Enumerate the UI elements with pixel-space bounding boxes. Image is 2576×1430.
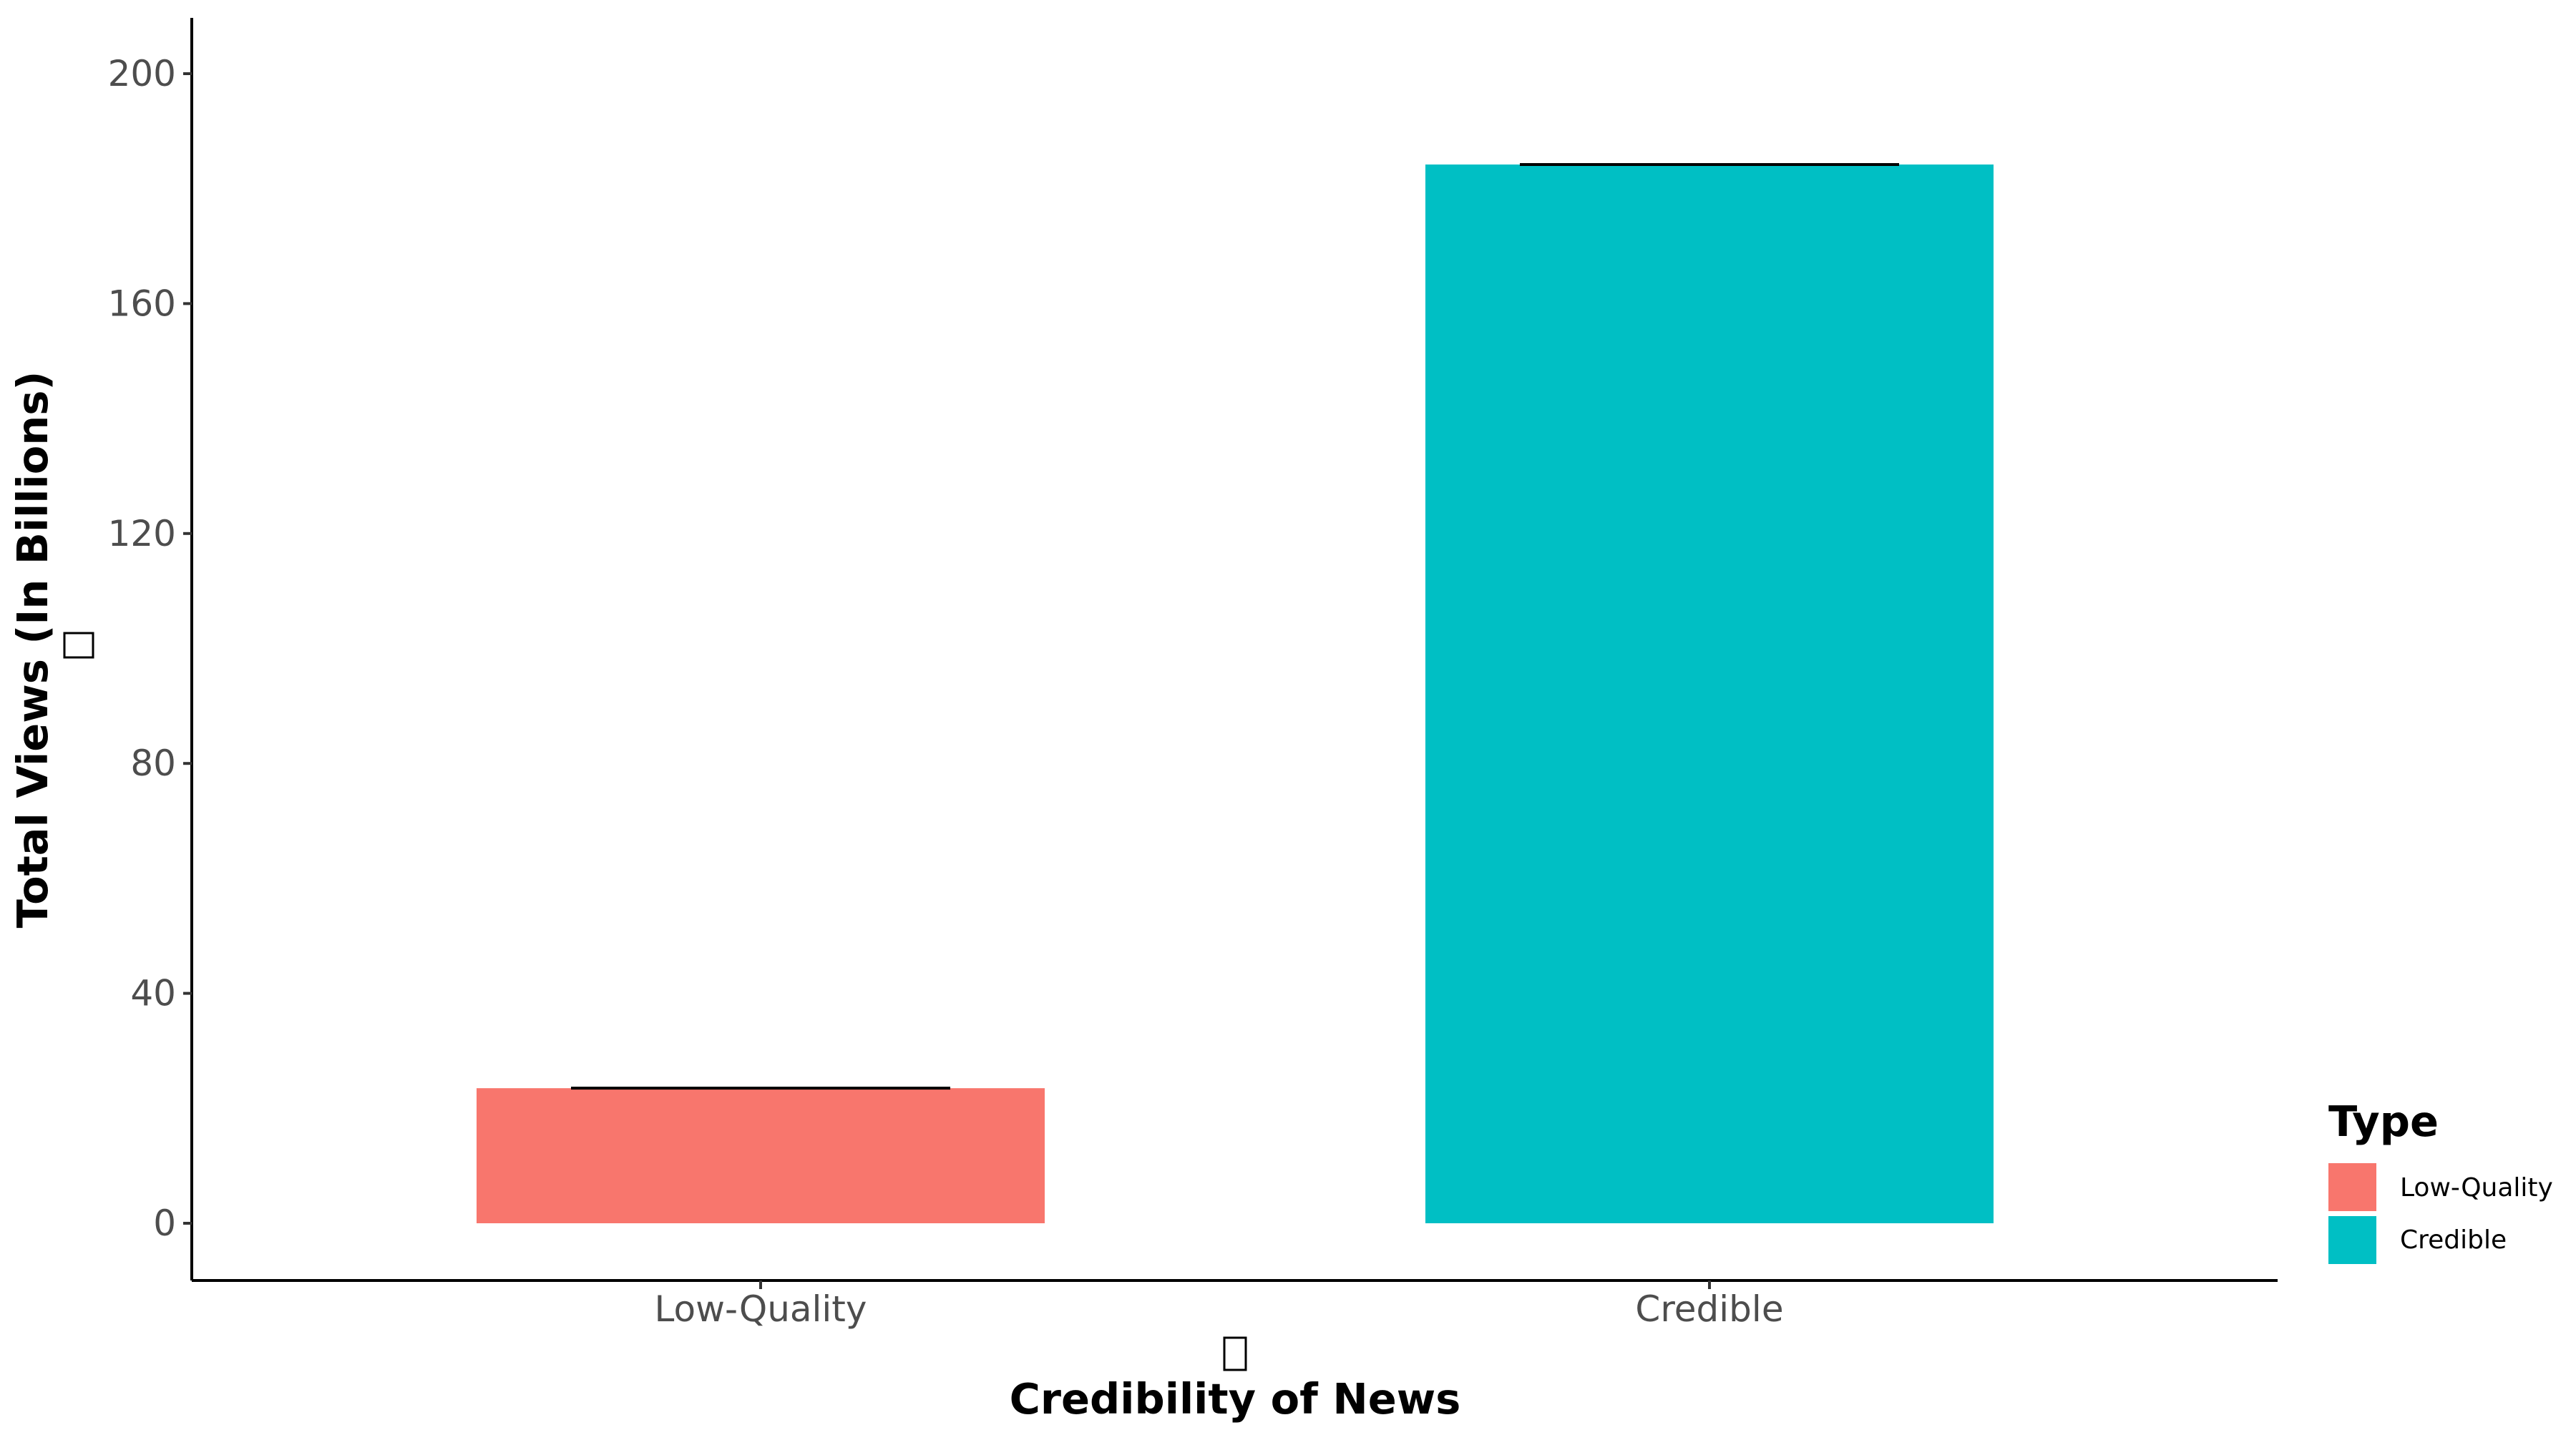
y-axis-title: Total Views (In Billions) <box>8 371 57 929</box>
missing-glyph-box <box>63 632 94 659</box>
y-tick-label: 120 <box>108 513 176 554</box>
y-tick-label: 200 <box>108 53 176 94</box>
x-tick-label: Low-Quality <box>655 1288 867 1330</box>
bars <box>477 164 1994 1223</box>
y-tick-label: 160 <box>108 283 176 324</box>
bar-low-quality <box>477 1088 1045 1223</box>
x-axis-ticks: Low-Quality Credible <box>655 1280 1784 1330</box>
y-tick-label: 0 <box>153 1203 176 1244</box>
y-tick-label: 80 <box>130 743 176 784</box>
x-axis-title: Credibility of News <box>1010 1374 1461 1424</box>
legend-swatch-low-quality <box>2328 1163 2376 1211</box>
legend-title: Type <box>2328 1097 2439 1146</box>
error-bars <box>571 162 1899 1090</box>
legend-label-low-quality: Low-Quality <box>2400 1173 2553 1203</box>
legend: Type Low-Quality Credible <box>2328 1097 2553 1264</box>
y-tick-label: 40 <box>130 973 176 1014</box>
y-axis-ticks: 0 40 80 120 160 200 <box>108 53 192 1244</box>
legend-label-credible: Credible <box>2400 1225 2507 1255</box>
x-tick-label: Credible <box>1635 1288 1783 1330</box>
missing-glyph-box <box>1223 1336 1247 1371</box>
bar-credible <box>1425 164 1994 1223</box>
legend-swatch-credible <box>2328 1216 2376 1264</box>
